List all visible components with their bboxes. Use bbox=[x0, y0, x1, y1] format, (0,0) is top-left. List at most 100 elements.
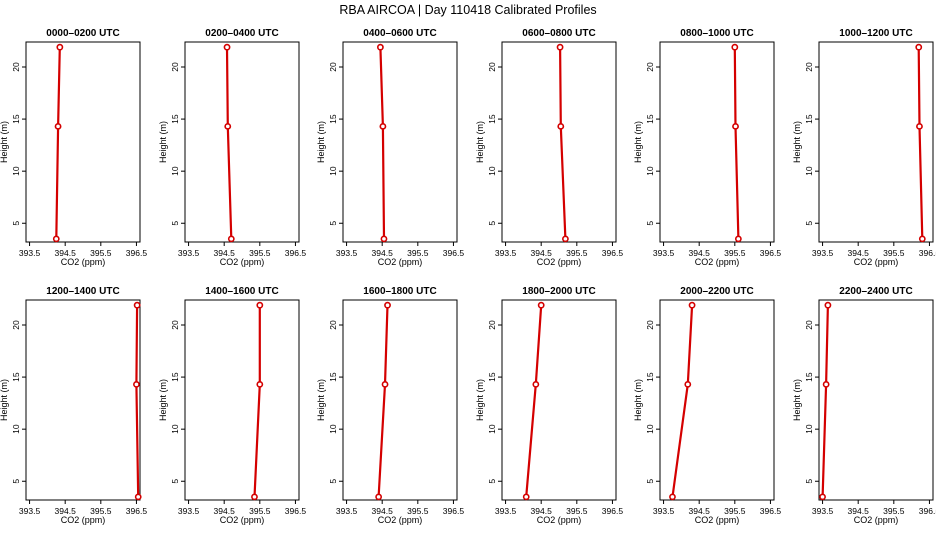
y-tick-label: 5 bbox=[487, 479, 497, 484]
panel-title: 1400–1600 UTC bbox=[205, 286, 278, 297]
y-axis-label: Height (m) bbox=[0, 379, 9, 421]
x-tick-label: 396.5 bbox=[919, 506, 936, 516]
x-tick-label: 396.5 bbox=[443, 248, 465, 258]
profile-panel: 0800–1000 UTC 393.5 394.5 395.5 396.5 5 10 15 20… bbox=[633, 28, 781, 267]
y-tick-label: 5 bbox=[170, 479, 180, 484]
profile-line bbox=[917, 47, 924, 239]
y-tick-label: 10 bbox=[11, 424, 21, 434]
y-axis-label: Height (m) bbox=[316, 379, 326, 421]
y-axis-label: Height (m) bbox=[158, 121, 168, 163]
plot-frame bbox=[659, 299, 775, 501]
y-tick-label: 5 bbox=[645, 479, 655, 484]
data-point bbox=[134, 493, 142, 501]
profile-panel: 1800–2000 UTC 393.5 394.5 395.5 396.5 5 10 15 20… bbox=[475, 286, 623, 525]
profile-panel: 0400–0600 UTC 393.5 394.5 395.5 396.5 5 10 15 20… bbox=[316, 28, 464, 267]
x-tick-label: 394.5 bbox=[372, 506, 394, 516]
y-tick-label: 10 bbox=[170, 166, 180, 176]
x-tick-label: 395.5 bbox=[407, 506, 429, 516]
x-tick-label: 393.5 bbox=[653, 506, 675, 516]
y-tick-label: 15 bbox=[645, 372, 655, 382]
data-point bbox=[251, 493, 258, 501]
x-tick-label: 394.5 bbox=[531, 248, 553, 258]
data-point bbox=[734, 235, 742, 243]
y-axis-label: Height (m) bbox=[633, 379, 643, 421]
x-tick-label: 393.5 bbox=[495, 248, 517, 258]
y-axis-label: Height (m) bbox=[158, 379, 168, 421]
y-tick-label: 20 bbox=[11, 320, 21, 330]
y-tick-label: 10 bbox=[645, 166, 655, 176]
profile-panel: 0000–0200 UTC 393.5 394.5 395.5 396.5 5 10 15 20… bbox=[0, 28, 147, 267]
plot-frame bbox=[184, 41, 300, 243]
y-tick-label: 5 bbox=[804, 479, 814, 484]
x-tick-label: 395.5 bbox=[90, 248, 112, 258]
x-tick-label: 393.5 bbox=[178, 248, 200, 258]
x-axis-label: CO2 (ppm) bbox=[854, 257, 899, 267]
x-tick-label: 394.5 bbox=[372, 248, 394, 258]
y-tick-label: 15 bbox=[328, 372, 338, 382]
profile-line bbox=[559, 47, 567, 239]
x-tick-label: 395.5 bbox=[566, 506, 588, 516]
x-tick-label: 393.5 bbox=[19, 506, 41, 516]
panel-title: 0000–0200 UTC bbox=[46, 28, 119, 39]
x-tick-label: 396.5 bbox=[760, 248, 782, 258]
data-point bbox=[256, 380, 264, 388]
y-tick-label: 5 bbox=[11, 221, 21, 226]
data-point bbox=[133, 380, 140, 388]
y-tick-label: 10 bbox=[11, 166, 21, 176]
x-tick-label: 393.5 bbox=[812, 506, 834, 516]
x-tick-label: 394.5 bbox=[55, 506, 77, 516]
data-point bbox=[256, 301, 264, 309]
data-point bbox=[916, 122, 923, 130]
plot-frame bbox=[342, 41, 458, 243]
panel-title: 1200–1400 UTC bbox=[46, 286, 119, 297]
x-tick-label: 396.5 bbox=[602, 248, 624, 258]
y-tick-label: 15 bbox=[170, 372, 180, 382]
data-point bbox=[557, 122, 565, 130]
y-tick-label: 20 bbox=[487, 62, 497, 72]
data-point bbox=[375, 493, 383, 501]
profile-panel: 2000–2200 UTC 393.5 394.5 395.5 396.5 5 10 15 20… bbox=[633, 286, 781, 525]
data-point bbox=[54, 122, 62, 130]
y-tick-label: 10 bbox=[487, 166, 497, 176]
x-axis-label: CO2 (ppm) bbox=[220, 257, 265, 267]
data-point bbox=[562, 235, 569, 243]
plot-frame bbox=[25, 41, 141, 243]
x-tick-label: 395.5 bbox=[883, 506, 905, 516]
profile-line bbox=[225, 47, 233, 239]
x-axis-label: CO2 (ppm) bbox=[537, 257, 582, 267]
profile-panel: 1600–1800 UTC 393.5 394.5 395.5 396.5 5 10 15 20… bbox=[316, 286, 464, 525]
x-tick-label: 393.5 bbox=[178, 506, 200, 516]
y-tick-label: 5 bbox=[170, 221, 180, 226]
x-axis-label: CO2 (ppm) bbox=[695, 515, 740, 525]
panel-title: 1000–1200 UTC bbox=[839, 28, 912, 39]
x-tick-label: 395.5 bbox=[249, 248, 271, 258]
data-point bbox=[377, 43, 384, 51]
y-axis-label: Height (m) bbox=[633, 121, 643, 163]
x-tick-label: 394.5 bbox=[531, 506, 553, 516]
profile-line bbox=[135, 305, 140, 497]
profile-line bbox=[733, 47, 740, 239]
y-tick-label: 10 bbox=[804, 424, 814, 434]
x-tick-label: 395.5 bbox=[883, 248, 905, 258]
data-point bbox=[915, 43, 923, 51]
x-axis-label: CO2 (ppm) bbox=[61, 257, 106, 267]
y-tick-label: 15 bbox=[645, 114, 655, 124]
data-point bbox=[918, 235, 926, 243]
plot-frame bbox=[184, 299, 300, 501]
profile-panel: 2200–2400 UTC 393.5 394.5 395.5 396.5 5 10 15 20… bbox=[792, 286, 936, 525]
y-axis-label: Height (m) bbox=[792, 379, 802, 421]
x-tick-label: 396.5 bbox=[126, 506, 148, 516]
y-tick-label: 5 bbox=[11, 479, 21, 484]
y-tick-label: 15 bbox=[170, 114, 180, 124]
y-tick-label: 15 bbox=[11, 114, 21, 124]
x-tick-label: 396.5 bbox=[760, 506, 782, 516]
data-point bbox=[522, 493, 530, 501]
data-point bbox=[732, 122, 739, 130]
x-tick-label: 393.5 bbox=[653, 248, 675, 258]
panel-title: 2200–2400 UTC bbox=[839, 286, 912, 297]
y-tick-label: 20 bbox=[487, 320, 497, 330]
data-point bbox=[133, 301, 141, 309]
profile-line bbox=[525, 305, 543, 497]
x-axis-label: CO2 (ppm) bbox=[854, 515, 899, 525]
panel-grid: 0000–0200 UTC 393.5 394.5 395.5 396.5 5 10 15 20… bbox=[0, 28, 936, 525]
